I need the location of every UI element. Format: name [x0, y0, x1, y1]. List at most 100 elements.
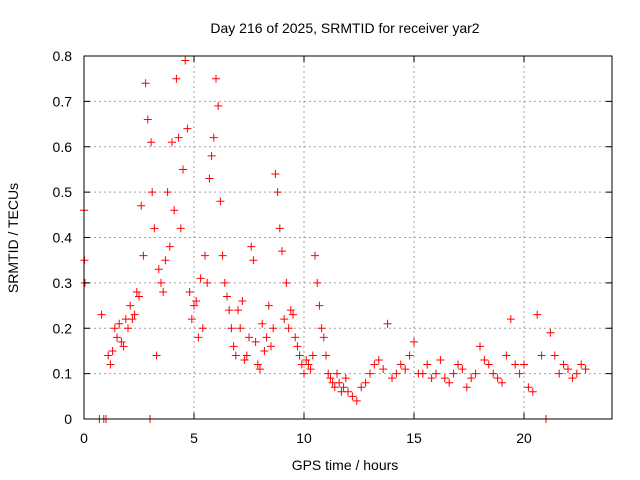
- data-point: [572, 369, 581, 378]
- data-point: [115, 319, 124, 328]
- data-point: [396, 360, 405, 369]
- data-point: [245, 333, 253, 342]
- data-point: [152, 351, 161, 360]
- data-point: [449, 369, 458, 378]
- data-point: [172, 74, 181, 83]
- y-tick-label: 0.3: [53, 275, 73, 291]
- data-point: [317, 324, 326, 333]
- data-point: [148, 188, 157, 197]
- data-point: [141, 79, 150, 88]
- data-point: [271, 169, 280, 178]
- data-point: [471, 369, 480, 378]
- data-point: [308, 351, 317, 360]
- data-point: [110, 324, 119, 333]
- data-point: [577, 360, 586, 369]
- data-point: [157, 278, 165, 287]
- data-point: [489, 369, 498, 378]
- data-point: [225, 306, 234, 315]
- data-point: [333, 369, 341, 378]
- data-point: [289, 310, 297, 319]
- data-point: [159, 287, 168, 296]
- data-point: [370, 360, 379, 369]
- x-axis-label: GPS time / hours: [292, 457, 399, 473]
- data-point: [207, 151, 216, 160]
- data-point: [568, 374, 577, 383]
- data-point: [313, 278, 322, 287]
- data-point: [143, 115, 152, 124]
- data-point: [196, 274, 205, 283]
- data-point: [454, 360, 462, 369]
- data-point: [273, 188, 282, 197]
- x-tick-label: 0: [80, 430, 88, 446]
- data-point: [339, 383, 348, 392]
- data-point: [264, 301, 273, 310]
- data-point: [170, 206, 179, 215]
- data-point: [119, 342, 128, 351]
- data-point: [124, 324, 132, 333]
- data-point: [480, 356, 489, 365]
- data-point: [284, 324, 293, 333]
- data-point: [174, 133, 183, 142]
- data-point: [330, 383, 339, 392]
- data-point: [484, 360, 493, 369]
- data-point: [150, 224, 159, 233]
- data-point: [267, 342, 275, 351]
- data-point: [139, 251, 148, 260]
- data-point: [418, 369, 427, 378]
- x-tick-label: 5: [190, 430, 198, 446]
- data-point: [176, 224, 185, 233]
- data-point: [242, 351, 251, 360]
- data-point: [306, 365, 315, 374]
- x-tick-label: 10: [296, 430, 312, 446]
- data-point: [348, 392, 357, 401]
- data-point: [168, 138, 176, 147]
- data-point: [524, 383, 533, 392]
- data-point: [315, 301, 324, 310]
- data-point: [322, 351, 330, 360]
- y-tick-label: 0: [64, 411, 72, 427]
- data-point: [132, 287, 141, 296]
- data-point: [458, 365, 467, 374]
- data-point: [238, 297, 247, 306]
- data-point: [326, 374, 335, 383]
- data-point: [192, 297, 201, 306]
- data-point: [379, 365, 388, 374]
- data-point: [104, 351, 113, 360]
- data-point: [533, 310, 542, 319]
- data-point: [181, 56, 190, 65]
- data-point: [502, 351, 511, 360]
- data-point: [410, 337, 418, 346]
- data-point: [147, 138, 156, 147]
- data-point: [126, 301, 135, 310]
- data-point: [432, 369, 440, 378]
- data-point: [205, 174, 214, 183]
- data-point: [258, 319, 267, 328]
- data-point: [423, 360, 432, 369]
- data-point: [440, 374, 449, 383]
- data-point: [506, 315, 515, 324]
- y-tick-label: 0.6: [53, 139, 73, 155]
- data-point: [161, 256, 170, 265]
- chart-title: Day 216 of 2025, SRMTID for receiver yar…: [210, 20, 479, 36]
- data-point: [357, 383, 366, 392]
- data-point: [405, 351, 414, 360]
- x-tick-label: 15: [406, 430, 422, 446]
- data-point: [550, 351, 559, 360]
- data-point: [260, 346, 269, 355]
- y-tick-label: 0.1: [53, 366, 73, 382]
- data-point: [236, 324, 245, 333]
- y-axis-label: SRMTID / TECUs: [5, 183, 21, 293]
- tick-marks: [83, 55, 612, 420]
- y-tick-label: 0.4: [53, 230, 73, 246]
- data-point: [383, 319, 392, 328]
- data-point: [311, 251, 319, 260]
- data-point: [515, 369, 524, 378]
- y-tick-label: 0.5: [53, 184, 73, 200]
- data-point: [137, 201, 146, 210]
- data-point: [462, 383, 471, 392]
- data-point: [401, 365, 410, 374]
- data-point: [537, 351, 546, 360]
- data-point: [282, 278, 291, 287]
- data-point: [324, 369, 333, 378]
